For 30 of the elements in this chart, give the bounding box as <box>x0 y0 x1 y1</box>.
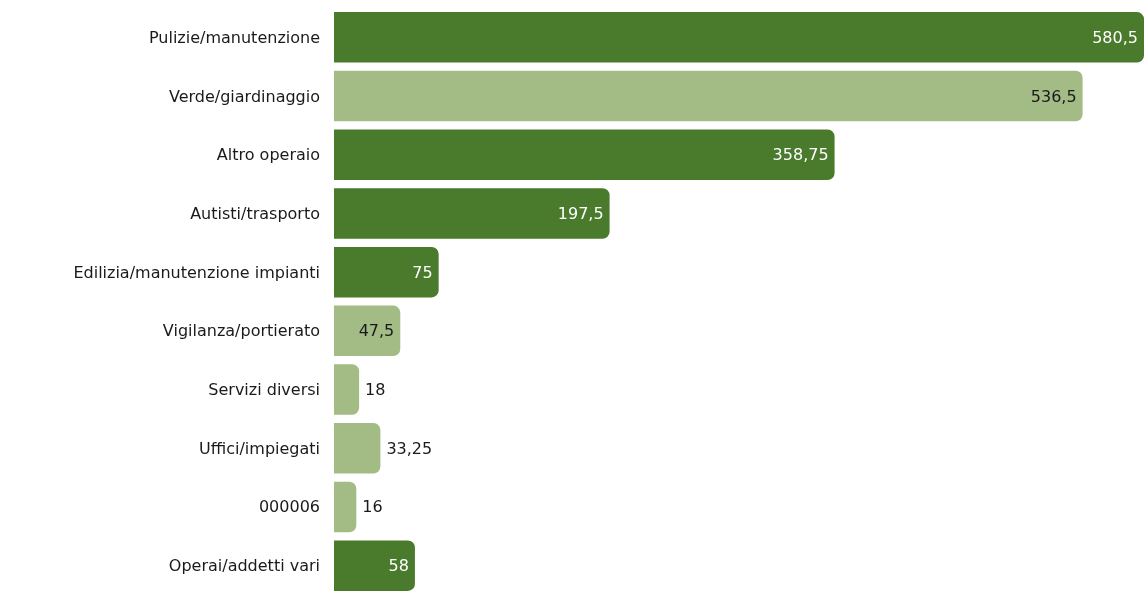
data-label: 580,5 <box>1092 27 1138 47</box>
y-tick-label: Autisti/trasporto <box>190 203 320 223</box>
y-tick-label: Uffici/impiegati <box>199 438 320 458</box>
bar <box>334 129 835 180</box>
data-label: 536,5 <box>1030 86 1077 106</box>
y-tick-label: Altro operaio <box>216 145 320 165</box>
bar <box>334 540 415 591</box>
y-tick-label: 000006 <box>258 497 320 517</box>
y-tick-label: Vigilanza/portierato <box>162 321 320 341</box>
data-label: 47,5 <box>358 321 395 341</box>
bar <box>334 246 439 298</box>
bar <box>334 70 1083 122</box>
bar <box>334 305 401 357</box>
bar <box>334 423 381 474</box>
y-tick-label: Verde/giardinaggio <box>168 86 320 106</box>
data-label: 197,5 <box>557 203 604 223</box>
bar <box>334 188 610 239</box>
y-tick-label: Pulizie/manutenzione <box>148 27 320 47</box>
data-label: 358,75 <box>772 145 829 165</box>
data-label: 18 <box>365 380 386 400</box>
y-tick-label: Edilizia/manutenzione impianti <box>73 262 320 282</box>
data-label: 16 <box>362 497 383 517</box>
bar <box>334 364 360 415</box>
y-tick-label: Servizi diversi <box>208 380 320 400</box>
data-label: 58 <box>388 556 409 576</box>
data-label: 33,25 <box>386 438 433 458</box>
data-label: 75 <box>412 262 433 282</box>
bar <box>334 12 1144 63</box>
bar <box>334 481 357 533</box>
y-tick-label: Operai/addetti vari <box>168 556 320 576</box>
